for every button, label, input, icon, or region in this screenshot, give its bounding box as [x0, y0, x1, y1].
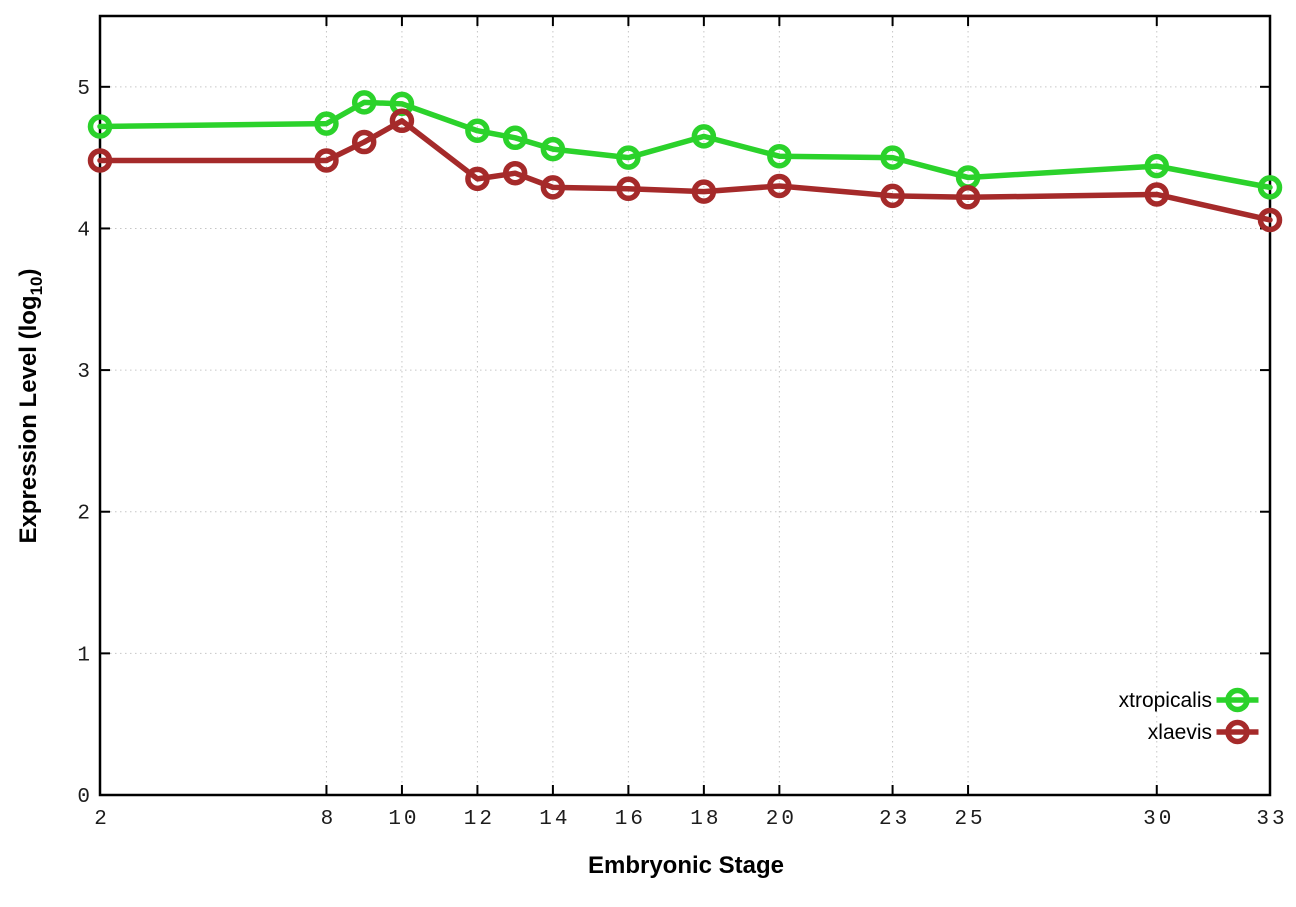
y-tick-label: 1	[77, 644, 93, 667]
x-tick-label: 20	[766, 808, 797, 831]
data-point-xlaevis	[1257, 207, 1283, 233]
data-point-xlaevis	[691, 179, 717, 204]
x-tick-label: 23	[879, 808, 910, 831]
data-point-xlaevis	[502, 160, 528, 186]
data-point-xtropicalis	[465, 118, 490, 143]
data-point-xlaevis	[351, 129, 377, 155]
x-tick-label: 16	[615, 808, 646, 831]
x-tick-label: 33	[1256, 808, 1287, 831]
data-point-xtropicalis	[1257, 175, 1283, 200]
x-axis-title: Embryonic Stage	[587, 852, 785, 879]
y-axis-title-close: )	[15, 268, 42, 277]
data-point-xtropicalis	[691, 124, 717, 149]
data-point-xlaevis	[767, 173, 792, 199]
y-axis-title-text: Expression Level (log	[15, 295, 42, 544]
y-tick-label: 4	[77, 219, 93, 242]
data-point-xlaevis	[1144, 182, 1170, 207]
data-point-xlaevis	[314, 148, 339, 173]
x-tick-label: 10	[388, 808, 419, 831]
data-point-xtropicalis	[767, 143, 792, 169]
plot-border	[98, 14, 1272, 797]
x-tick-label: 12	[464, 808, 495, 831]
y-axis-title: Expression Level (log10)	[15, 269, 47, 544]
data-point-xlaevis	[616, 176, 641, 202]
data-point-xlaevis	[389, 108, 415, 134]
data-point-xtropicalis	[502, 125, 528, 151]
x-tick-label: 18	[690, 808, 721, 831]
data-point-xtropicalis	[880, 145, 905, 170]
x-tick-label: 8	[321, 808, 337, 831]
data-point-xtropicalis	[87, 114, 113, 139]
x-tick-label: 25	[954, 808, 985, 831]
y-axis-title-subscript: 10	[27, 276, 46, 296]
y-tick-label: 3	[77, 361, 93, 384]
data-point-xlaevis	[880, 183, 905, 209]
y-tick-label: 5	[77, 78, 93, 101]
series-line-xtropicalis	[97, 99, 1273, 191]
data-point-xtropicalis	[351, 90, 377, 115]
x-tick-label: 14	[539, 808, 570, 831]
legend-marker-xtropicalis	[1225, 687, 1250, 713]
x-tick-label: 30	[1143, 808, 1174, 831]
data-point-xtropicalis	[314, 111, 339, 136]
data-point-xlaevis	[540, 175, 566, 200]
data-point-xlaevis	[955, 185, 981, 210]
y-tick-label: 2	[77, 503, 93, 526]
data-point-xtropicalis	[540, 136, 566, 162]
legend-label-xtropicalis: xtropicalis	[1119, 689, 1212, 712]
data-point-xlaevis	[87, 148, 113, 173]
x-tick-label: 2	[94, 808, 110, 831]
data-point-xtropicalis	[616, 145, 641, 170]
y-tick-label: 0	[77, 786, 93, 809]
data-point-xtropicalis	[1144, 153, 1170, 179]
data-point-xlaevis	[465, 166, 490, 192]
legend-marker-xlaevis	[1225, 719, 1250, 745]
legend-label-xlaevis: xlaevis	[1148, 721, 1212, 744]
